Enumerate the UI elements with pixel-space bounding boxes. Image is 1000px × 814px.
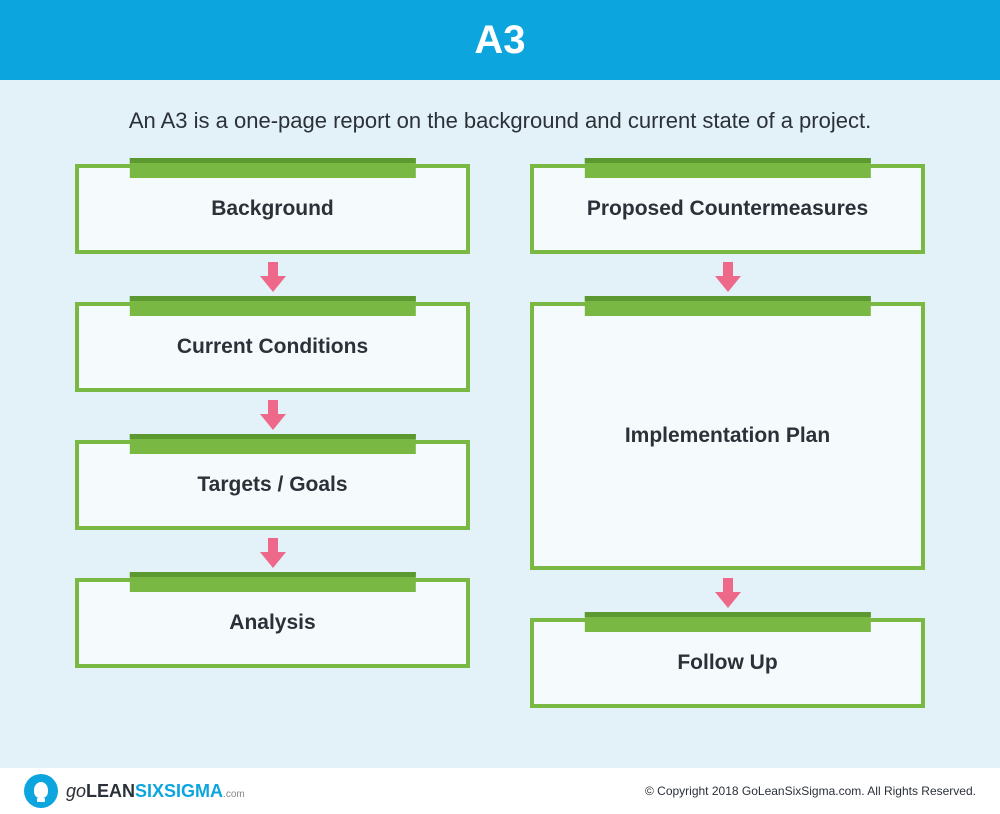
box-background: Background	[75, 164, 470, 254]
box-tab	[129, 296, 415, 316]
description: An A3 is a one-page report on the backgr…	[0, 80, 1000, 154]
logo-suffix: .com	[223, 789, 245, 800]
box-label: Analysis	[217, 611, 327, 635]
page-title: A3	[474, 18, 525, 63]
arrow-down-icon	[75, 530, 470, 568]
logo-word1: LEAN	[86, 781, 135, 801]
box-tab	[584, 612, 870, 632]
right-column: Proposed Countermeasures Implementation …	[530, 154, 925, 708]
box-label: Implementation Plan	[613, 424, 842, 448]
left-column: Background Current Conditions Targets / …	[75, 154, 470, 708]
box-label: Proposed Countermeasures	[575, 197, 880, 221]
box-tab	[129, 158, 415, 178]
box-analysis: Analysis	[75, 578, 470, 668]
arrow-down-icon	[530, 254, 925, 292]
box-targets-goals: Targets / Goals	[75, 440, 470, 530]
box-label: Background	[199, 197, 346, 221]
lightbulb-icon	[24, 774, 58, 808]
arrow-down-icon	[75, 392, 470, 430]
box-tab	[129, 434, 415, 454]
box-tab	[584, 158, 870, 178]
box-implementation-plan: Implementation Plan	[530, 302, 925, 570]
box-current-conditions: Current Conditions	[75, 302, 470, 392]
flowchart: Background Current Conditions Targets / …	[0, 154, 1000, 708]
logo: goLEANSIXSIGMA.com	[24, 774, 245, 808]
arrow-down-icon	[75, 254, 470, 292]
arrow-down-icon	[530, 570, 925, 608]
box-tab	[129, 572, 415, 592]
box-label: Targets / Goals	[185, 473, 359, 497]
box-label: Follow Up	[665, 651, 789, 675]
footer: goLEANSIXSIGMA.com © Copyright 2018 GoLe…	[0, 768, 1000, 814]
logo-prefix: go	[66, 781, 86, 801]
copyright: © Copyright 2018 GoLeanSixSigma.com. All…	[645, 784, 976, 798]
box-label: Current Conditions	[165, 335, 380, 359]
box-proposed-countermeasures: Proposed Countermeasures	[530, 164, 925, 254]
header: A3	[0, 0, 1000, 80]
logo-word2: SIXSIGMA	[135, 781, 223, 801]
box-tab	[584, 296, 870, 316]
box-follow-up: Follow Up	[530, 618, 925, 708]
logo-text: goLEANSIXSIGMA.com	[66, 781, 245, 802]
